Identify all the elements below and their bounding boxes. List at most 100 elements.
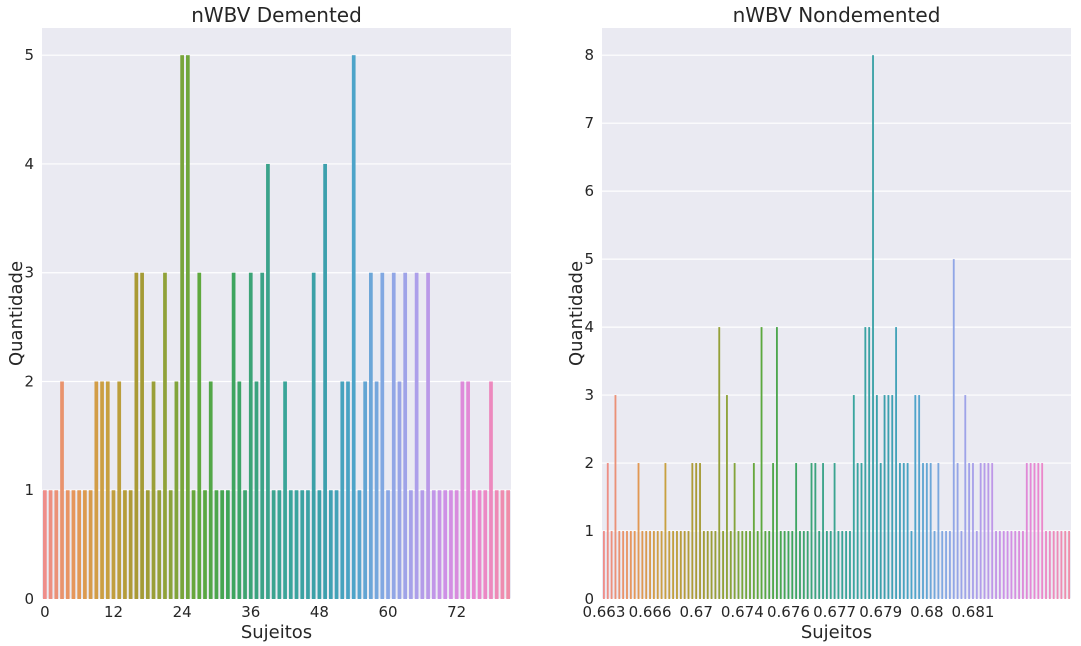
x-tick-label: 0.68 bbox=[910, 603, 943, 621]
bar bbox=[875, 395, 878, 599]
bar bbox=[357, 490, 362, 599]
chart-title: nWBV Demented bbox=[191, 3, 362, 27]
bar bbox=[363, 381, 368, 599]
bar bbox=[220, 490, 225, 599]
bar bbox=[775, 327, 778, 599]
bar bbox=[683, 531, 686, 599]
x-axis-label: Sujeitos bbox=[241, 622, 312, 643]
bar bbox=[471, 490, 476, 599]
bar bbox=[65, 490, 70, 599]
bar bbox=[864, 327, 867, 599]
x-tick-label: 36 bbox=[241, 603, 260, 621]
bar bbox=[237, 381, 242, 599]
y-axis-label: Quantidade bbox=[6, 261, 27, 366]
bar bbox=[1068, 531, 1070, 599]
bar bbox=[466, 381, 470, 599]
bar bbox=[248, 272, 253, 599]
bar bbox=[937, 463, 940, 599]
x-axis-label: Sujeitos bbox=[801, 622, 872, 643]
bar bbox=[760, 327, 763, 599]
bar bbox=[822, 463, 824, 599]
bar bbox=[664, 463, 667, 599]
chart-title: nWBV Nondemented bbox=[733, 3, 941, 27]
bar bbox=[323, 163, 327, 599]
bar bbox=[722, 531, 725, 599]
y-axis-label: Quantidade bbox=[566, 261, 587, 366]
bar bbox=[163, 272, 167, 599]
x-tick-label: 48 bbox=[310, 603, 329, 621]
bar bbox=[925, 463, 928, 599]
bar bbox=[328, 490, 333, 599]
bar bbox=[614, 395, 617, 599]
bar bbox=[494, 490, 499, 599]
bar bbox=[987, 463, 990, 599]
y-tick-label: 4 bbox=[584, 318, 594, 336]
bar bbox=[706, 531, 709, 599]
bar bbox=[317, 490, 322, 599]
bar bbox=[1045, 531, 1047, 599]
bar bbox=[380, 272, 385, 599]
bar bbox=[254, 381, 259, 599]
bar bbox=[714, 531, 717, 599]
bar bbox=[733, 463, 736, 599]
bar bbox=[288, 490, 293, 599]
bar bbox=[752, 463, 755, 599]
bar bbox=[610, 531, 613, 599]
bar bbox=[443, 490, 448, 599]
bar bbox=[891, 395, 894, 599]
bar bbox=[500, 490, 505, 599]
bar bbox=[645, 531, 648, 599]
bar bbox=[100, 381, 104, 599]
x-tick-label: 0.666 bbox=[629, 603, 672, 621]
y-tick-label: 1 bbox=[584, 522, 594, 540]
bar bbox=[180, 55, 184, 599]
x-tick-label: 0.674 bbox=[721, 603, 764, 621]
bar bbox=[972, 463, 974, 599]
bar bbox=[806, 531, 809, 599]
bar bbox=[626, 531, 628, 599]
bar bbox=[856, 463, 859, 599]
bar bbox=[403, 272, 408, 599]
bar bbox=[489, 381, 493, 599]
bar bbox=[676, 531, 678, 599]
bar bbox=[749, 531, 751, 599]
bar bbox=[702, 531, 705, 599]
bar bbox=[783, 531, 786, 599]
bar bbox=[922, 463, 924, 599]
x-tick-label: 12 bbox=[104, 603, 123, 621]
bar bbox=[71, 490, 76, 599]
bar bbox=[872, 55, 874, 599]
bar bbox=[952, 259, 955, 599]
bar bbox=[660, 531, 663, 599]
bar bbox=[454, 490, 459, 599]
bar bbox=[791, 531, 794, 599]
y-tick-label: 6 bbox=[584, 182, 594, 200]
bar bbox=[779, 531, 782, 599]
bar bbox=[1002, 531, 1005, 599]
bar bbox=[795, 463, 798, 599]
bar bbox=[128, 490, 133, 599]
bar bbox=[960, 531, 963, 599]
bar bbox=[214, 490, 219, 599]
bar bbox=[437, 490, 442, 599]
bar bbox=[741, 531, 744, 599]
bar bbox=[369, 272, 373, 599]
bar bbox=[849, 531, 851, 599]
bar bbox=[991, 463, 994, 599]
bar bbox=[968, 463, 971, 599]
y-tick-label: 1 bbox=[24, 481, 34, 499]
bar bbox=[1041, 463, 1044, 599]
y-tick-label: 7 bbox=[584, 114, 594, 132]
bar bbox=[54, 490, 59, 599]
bar bbox=[979, 463, 982, 599]
bar bbox=[983, 463, 986, 599]
bar bbox=[117, 381, 122, 599]
bar bbox=[852, 395, 855, 599]
bar bbox=[346, 381, 350, 599]
y-tick-label: 3 bbox=[584, 386, 594, 404]
bar bbox=[687, 531, 690, 599]
bar bbox=[726, 395, 728, 599]
bar bbox=[652, 531, 655, 599]
